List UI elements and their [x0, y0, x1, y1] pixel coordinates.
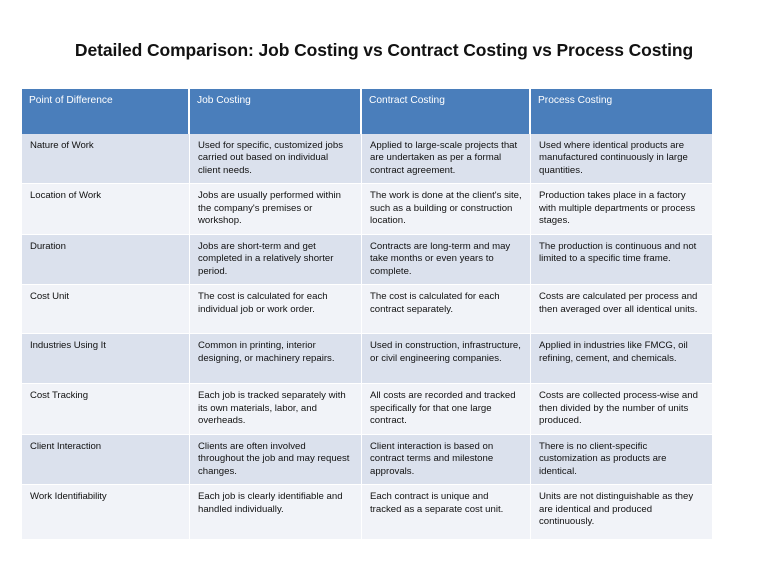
- cell-point-of-difference: Location of Work: [22, 184, 190, 235]
- cell-job-costing: Each job is clearly identifiable and han…: [190, 485, 362, 541]
- cell-contract-costing: Each contract is unique and tracked as a…: [362, 485, 531, 541]
- cell-process-costing: Production takes place in a factory with…: [531, 184, 712, 235]
- cell-process-costing: Costs are calculated per process and the…: [531, 285, 712, 335]
- table-row: Duration Jobs are short-term and get com…: [22, 234, 712, 286]
- table-row: Work Identifiability Each job is clearly…: [22, 485, 712, 541]
- cell-job-costing: The cost is calculated for each individu…: [190, 285, 362, 335]
- cell-point-of-difference: Cost Unit: [22, 285, 190, 335]
- cell-contract-costing: The work is done at the client's site, s…: [362, 184, 531, 235]
- column-header-point-of-difference: Point of Difference: [22, 89, 190, 134]
- column-header-job-costing: Job Costing: [190, 89, 362, 134]
- page-title: Detailed Comparison: Job Costing vs Cont…: [74, 40, 694, 60]
- cell-process-costing: Used where identical products are manufa…: [531, 134, 712, 185]
- cell-contract-costing: Client interaction is based on contract …: [362, 434, 531, 486]
- cell-process-costing: Units are not distinguishable as they ar…: [531, 485, 712, 541]
- cell-point-of-difference: Work Identifiability: [22, 485, 190, 541]
- table-row: Client Interaction Clients are often inv…: [22, 434, 712, 486]
- cell-process-costing: There is no client-specific customizatio…: [531, 434, 712, 486]
- cell-point-of-difference: Industries Using It: [22, 334, 190, 385]
- table-row: Cost Tracking Each job is tracked separa…: [22, 384, 712, 435]
- cell-point-of-difference: Cost Tracking: [22, 384, 190, 435]
- cell-process-costing: Applied in industries like FMCG, oil ref…: [531, 334, 712, 385]
- cell-point-of-difference: Duration: [22, 234, 190, 286]
- cell-contract-costing: The cost is calculated for each contract…: [362, 285, 531, 335]
- cell-contract-costing: All costs are recorded and tracked speci…: [362, 384, 531, 435]
- cell-contract-costing: Contracts are long-term and may take mon…: [362, 234, 531, 286]
- cell-job-costing: Jobs are usually performed within the co…: [190, 184, 362, 235]
- comparison-table: Point of Difference Job Costing Contract…: [22, 89, 712, 541]
- column-header-contract-costing: Contract Costing: [362, 89, 531, 134]
- table-row: Nature of Work Used for specific, custom…: [22, 134, 712, 185]
- cell-process-costing: The production is continuous and not lim…: [531, 234, 712, 286]
- column-header-process-costing: Process Costing: [531, 89, 712, 134]
- cell-process-costing: Costs are collected process-wise and the…: [531, 384, 712, 435]
- table-row: Industries Using It Common in printing, …: [22, 334, 712, 385]
- comparison-table-container: Point of Difference Job Costing Contract…: [22, 89, 712, 541]
- cell-job-costing: Each job is tracked separately with its …: [190, 384, 362, 435]
- cell-contract-costing: Applied to large-scale projects that are…: [362, 134, 531, 185]
- table-header: Point of Difference Job Costing Contract…: [22, 89, 712, 134]
- cell-job-costing: Clients are often involved throughout th…: [190, 434, 362, 486]
- cell-point-of-difference: Client Interaction: [22, 434, 190, 486]
- cell-job-costing: Common in printing, interior designing, …: [190, 334, 362, 385]
- cell-job-costing: Used for specific, customized jobs carri…: [190, 134, 362, 185]
- table-row: Cost Unit The cost is calculated for eac…: [22, 285, 712, 335]
- cell-contract-costing: Used in construction, infrastructure, or…: [362, 334, 531, 385]
- cell-job-costing: Jobs are short-term and get completed in…: [190, 234, 362, 286]
- table-body: Nature of Work Used for specific, custom…: [22, 134, 712, 541]
- table-row: Location of Work Jobs are usually perfor…: [22, 184, 712, 235]
- cell-point-of-difference: Nature of Work: [22, 134, 190, 185]
- table-header-row: Point of Difference Job Costing Contract…: [22, 89, 712, 134]
